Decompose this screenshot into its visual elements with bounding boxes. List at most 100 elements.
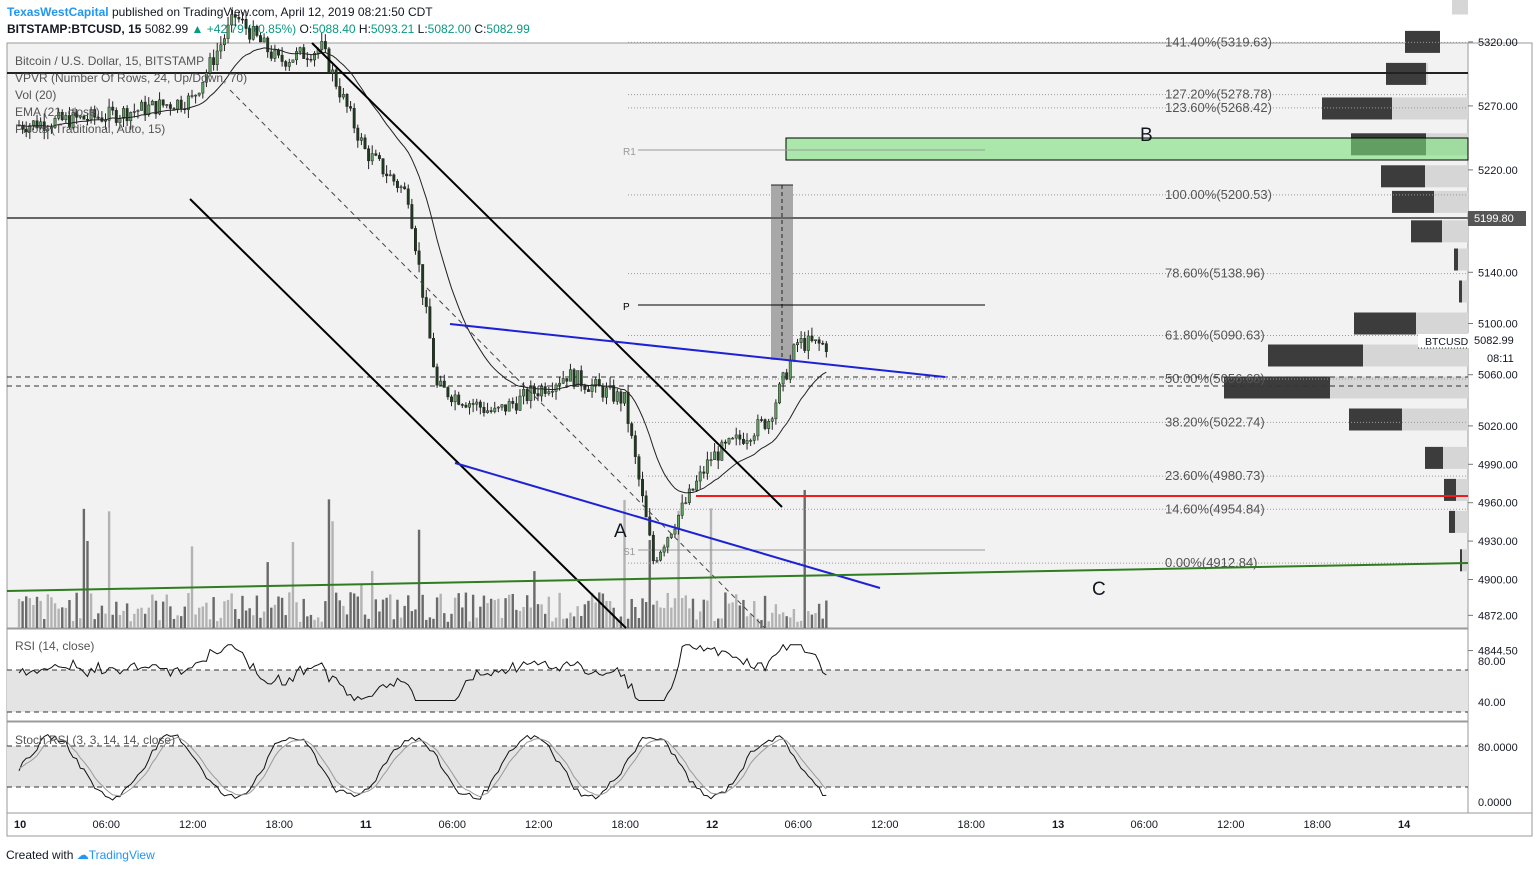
volume-bar [345,614,349,628]
volume-bar [93,619,96,628]
high-value: 5093.21 [370,22,415,36]
candle-body [212,57,216,65]
candle-body [367,148,371,162]
pivot-r1-label: R1 [623,147,636,158]
volume-bar [57,608,60,628]
tradingview-logo-icon[interactable]: ☁ [76,848,89,862]
candle-body [633,435,637,457]
volume-bar [154,600,158,628]
study-ema[interactable]: EMA (21, close) [15,105,100,119]
candle-body [172,108,176,110]
volume-bar [403,605,406,628]
candle-body [644,495,648,518]
close-value: 5082.99 [486,22,530,36]
volume-bar [169,606,172,628]
volume-bars [17,489,828,628]
candle-body [576,370,580,387]
vpvr-row-down [1268,344,1363,367]
candle-body [165,104,169,106]
volume-bar [771,612,774,628]
volume-bar [421,594,424,628]
candle-body [410,204,414,229]
study-volume[interactable]: Vol (20) [15,88,57,102]
publisher-link[interactable]: TexasWestCapital [7,5,109,19]
volume-bar [760,620,763,628]
candle-body [68,115,71,128]
volume-bar [414,609,417,628]
candle-body [713,451,717,461]
volume-bar [673,598,677,628]
volume-bar [230,593,233,628]
volume-bar [659,607,662,628]
volume-bar [266,562,269,628]
candle-body [796,342,799,346]
time-axis-tick: 06:00 [785,819,813,831]
candle-body [57,112,61,119]
trend-line[interactable] [6,562,1469,592]
volume-bar [745,616,749,628]
candle-body [60,112,64,121]
rsi-band [7,670,1468,712]
candle-body [442,380,446,388]
candle-body [381,158,385,175]
price-axis-tick: 4844.50 [1478,646,1518,658]
candles[interactable] [17,8,828,565]
volume-bar [187,593,190,628]
wedge-lower-line[interactable] [454,462,881,589]
candle-body [478,401,482,408]
candle-body [428,306,432,339]
price-axis-tick: 5140.00 [1478,267,1518,279]
candle-body [424,297,428,307]
volume-bar [385,597,388,628]
fib-level-label: 127.20%(5278.78) [1165,87,1272,102]
fib-level-label: 100.00%(5200.53) [1165,187,1272,202]
volume-bar [825,600,828,628]
footer-brand[interactable]: TradingView [88,848,155,862]
candle-body [114,110,118,123]
candle-body [651,534,655,562]
candle-body [550,391,554,393]
volume-bar [208,619,212,628]
study-main-series[interactable]: Bitcoin / U.S. Dollar, 15, BITSTAMP [15,54,205,68]
price-axis-frame[interactable] [1467,42,1533,837]
volume-bar [500,617,504,628]
volume-bar [655,600,659,628]
channel-lower-line[interactable] [189,198,627,629]
volume-bar [302,598,305,628]
volume-bar [244,610,248,628]
volume-bar [407,595,410,628]
volume-bar [50,597,53,628]
fib-retracement[interactable]: 141.40%(5319.63) 127.20%(5278.78)123.60%(… [628,34,1468,570]
candle-body [507,401,511,412]
study-pivots[interactable]: Pivots (Traditional, Auto, 15) [15,122,166,136]
time-axis-frame[interactable] [6,812,1533,837]
vpvr-profile [1224,0,1468,572]
volume-bar [136,608,140,628]
volume-bar [295,602,298,628]
candle-body [345,94,349,107]
volume-bar [482,595,486,628]
volume-bar [807,610,810,628]
volume-bar [753,601,756,628]
candle-body [295,51,298,61]
candle-body [687,488,691,503]
volume-bar [749,614,752,628]
candle-body [215,50,219,65]
footer: Created with ☁TradingView [6,848,155,862]
candle-body [504,404,508,412]
volume-bar [698,611,702,628]
candle-body [190,95,194,97]
channel-upper-line[interactable] [311,42,783,508]
volume-bar [525,595,529,628]
study-vpvr[interactable]: VPVR (Number Of Rows, 24, Up/Down, 70) [15,71,248,85]
candle-body [623,391,626,404]
volume-bar [194,614,197,628]
candle-body [147,104,151,115]
ema-line [18,47,827,494]
target-zone-box[interactable] [785,137,1469,161]
volume-bar [122,610,125,628]
wedge-upper-line[interactable] [449,323,946,378]
volume-bar [486,603,489,628]
volume-bar [518,611,522,628]
